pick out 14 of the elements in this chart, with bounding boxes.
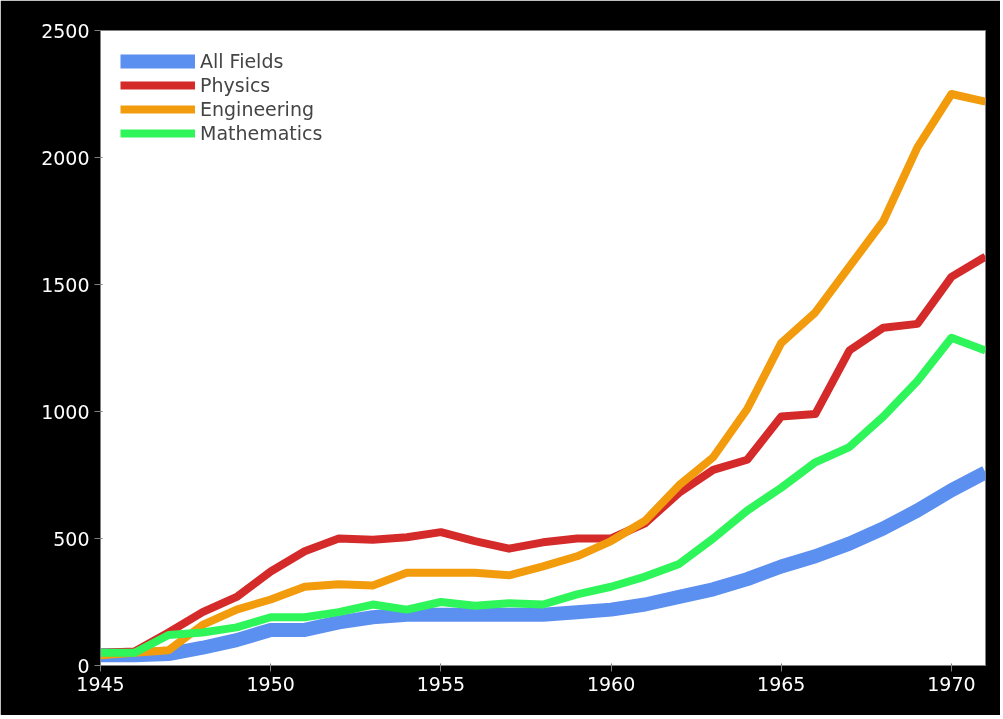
x-tick-label: 1970 (927, 672, 976, 695)
x-tick-label: 1955 (416, 672, 466, 695)
y-tick-label: 2500 (41, 19, 90, 42)
x-tick-label: 1965 (757, 672, 806, 695)
y-tick-label: 500 (53, 527, 90, 550)
y-tick-label: 1000 (41, 400, 90, 423)
legend-label: Engineering (200, 98, 314, 120)
legend-label: Mathematics (200, 122, 323, 144)
x-tick-label: 1960 (586, 672, 636, 695)
y-tick-label: 1500 (41, 273, 90, 296)
y-tick-label: 2000 (41, 146, 90, 169)
x-tick-label: 1950 (246, 672, 295, 695)
legend-label: All Fields (200, 50, 284, 72)
legend-label: Physics (200, 74, 271, 96)
